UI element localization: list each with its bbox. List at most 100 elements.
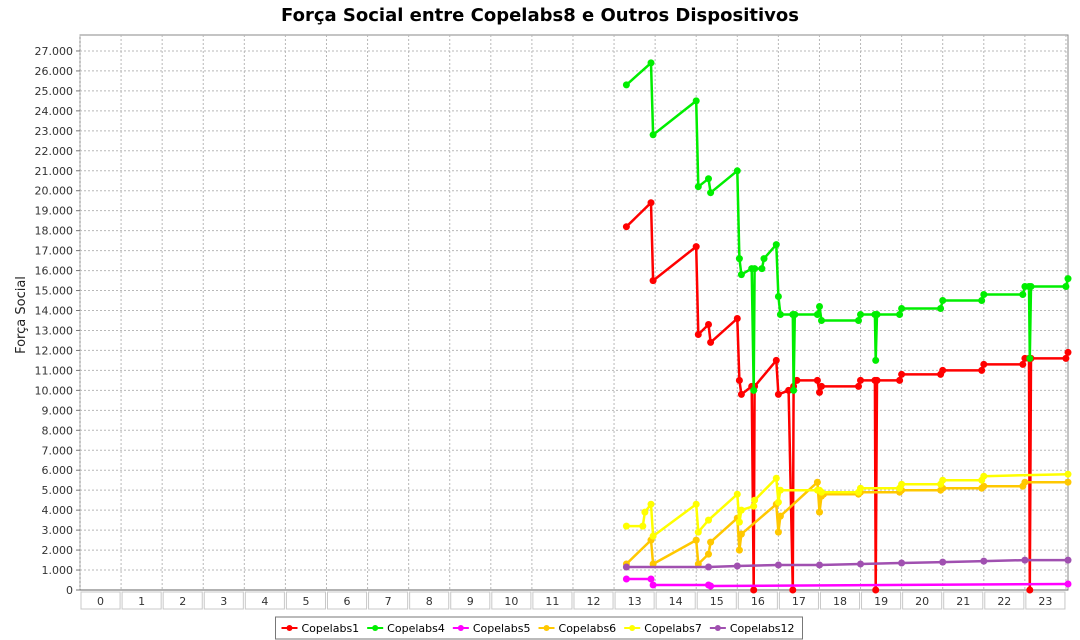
y-tick-label: 4.000 [42, 504, 74, 517]
legend-marker [543, 625, 550, 631]
x-category-box [121, 591, 162, 610]
data-point [737, 271, 745, 279]
x-category-box [203, 591, 244, 610]
data-point [816, 303, 823, 310]
data-point [692, 97, 700, 105]
data-point [857, 376, 864, 384]
data-point [705, 550, 712, 558]
data-point [733, 167, 741, 175]
data-point [707, 189, 715, 197]
data-point [855, 382, 862, 390]
data-point [980, 557, 988, 565]
series-line [625, 61, 1070, 392]
data-point [978, 366, 986, 374]
data-point [647, 500, 655, 508]
data-point [1027, 283, 1035, 290]
x-category-box [655, 591, 696, 610]
data-point [776, 512, 784, 520]
y-tick-label: 20.000 [35, 185, 74, 198]
data-point [816, 388, 823, 396]
series-copelabs7 [622, 470, 1072, 540]
y-tick-label: 14.000 [35, 305, 74, 318]
gridlines [79, 35, 1068, 590]
data-point [772, 241, 780, 249]
legend-marker [372, 625, 379, 631]
x-category-box [285, 591, 326, 610]
x-tick-label: 3 [220, 595, 227, 608]
data-point [1064, 580, 1072, 588]
data-point [622, 563, 630, 571]
y-tick-label: 0 [66, 584, 73, 597]
data-point [735, 518, 743, 526]
chart-title: Força Social entre Copelabs8 e Outros Di… [281, 5, 799, 26]
data-point [733, 562, 741, 570]
x-category-box [902, 591, 943, 610]
data-point [813, 311, 821, 318]
data-point [622, 81, 630, 89]
data-point [692, 536, 700, 544]
data-point [818, 382, 825, 390]
data-point [772, 356, 780, 364]
data-point [692, 500, 700, 508]
data-point [751, 496, 759, 504]
x-category-box [696, 591, 737, 610]
data-point [939, 297, 947, 304]
data-point [750, 502, 758, 510]
x-tick-label: 19 [874, 595, 888, 608]
data-point [737, 390, 745, 398]
series-copelabs4 [622, 59, 1072, 394]
data-point [896, 376, 904, 384]
x-category-box [162, 591, 203, 610]
x-tick-label: 5 [302, 595, 309, 608]
data-point [733, 490, 741, 498]
x-category-box [326, 591, 368, 610]
data-point [785, 386, 793, 394]
y-tick-label: 24.000 [35, 105, 74, 118]
x-tick-label: 7 [385, 595, 392, 608]
data-point [647, 199, 655, 207]
x-tick-label: 23 [1038, 595, 1052, 608]
data-point [1062, 283, 1070, 290]
data-point [649, 532, 657, 540]
y-tick-label: 3.000 [42, 524, 74, 537]
series-lines [622, 59, 1072, 594]
series-copelabs12 [622, 556, 1072, 571]
legend-marker [714, 625, 721, 631]
y-tick-label: 23.000 [35, 125, 74, 138]
data-point [818, 488, 825, 496]
data-point [758, 265, 766, 273]
legend-label: Copelabs6 [559, 622, 617, 635]
x-tick-label: 17 [792, 595, 806, 608]
data-point [896, 311, 904, 318]
x-category-box [1025, 591, 1066, 610]
legend-label: Copelabs1 [302, 622, 360, 635]
y-tick-label: 18.000 [35, 225, 74, 238]
data-point [978, 297, 986, 304]
data-point [772, 474, 780, 482]
data-point [898, 370, 906, 378]
x-tick-label: 0 [97, 595, 104, 608]
data-point [774, 528, 782, 536]
data-point [1021, 478, 1029, 486]
data-point [857, 484, 864, 492]
x-tick-label: 12 [587, 595, 601, 608]
y-tick-label: 15.000 [35, 285, 74, 298]
x-tick-label: 16 [751, 595, 765, 608]
data-point [937, 305, 945, 312]
data-point [641, 508, 649, 516]
data-point [980, 360, 988, 368]
data-point [760, 255, 768, 263]
data-point [1019, 291, 1027, 298]
data-point [855, 317, 862, 324]
y-tick-label: 5.000 [42, 484, 74, 497]
data-point [750, 386, 758, 394]
x-category-box [368, 591, 409, 610]
data-point [707, 338, 715, 346]
data-point [793, 376, 801, 384]
x-category-box [409, 591, 450, 610]
data-point [898, 305, 906, 312]
data-point [816, 561, 823, 569]
data-point [1064, 470, 1072, 478]
